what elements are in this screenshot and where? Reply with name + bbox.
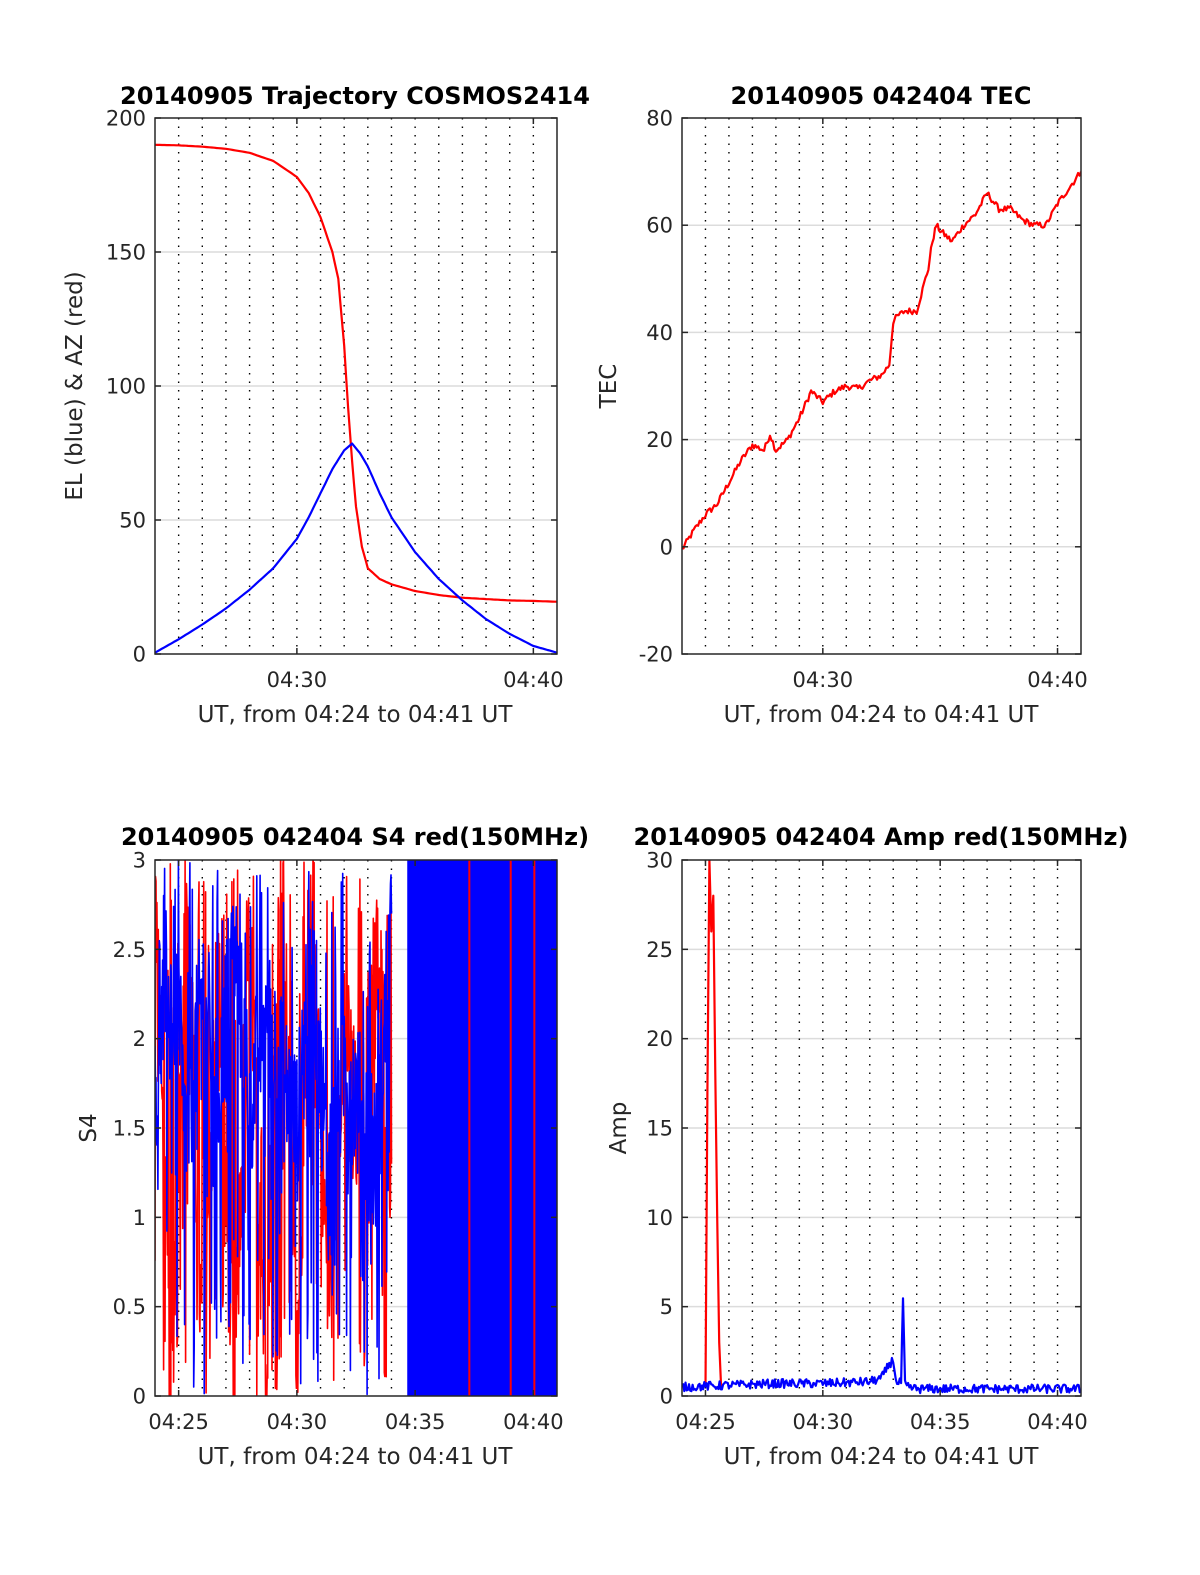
tec-ytick-label-5: 80 bbox=[646, 107, 673, 131]
trajectory-xlabel: UT, from 04:24 to 04:41 UT bbox=[198, 702, 514, 728]
panel-tec: -20 0 20 40 60 80 04:30 04:40 20140905 042404 T… bbox=[596, 82, 1088, 728]
s4-plot-area: 0 0.5 1 1.5 2 2.5 3 04:25 04:30 04:35 04:40 bbox=[113, 849, 564, 1435]
tec-xlabel: UT, from 04:24 to 04:41 UT bbox=[724, 702, 1040, 728]
tec-series-0-line bbox=[682, 171, 1081, 550]
s4-ytick-label-0: 0 bbox=[133, 1385, 146, 1409]
tec-ytick-label-2: 20 bbox=[646, 428, 673, 452]
s4-xtick-label-0: 04:25 bbox=[148, 1410, 209, 1434]
amp-xtick-label-0: 04:25 bbox=[675, 1410, 736, 1434]
s4-dense-band-2 bbox=[509, 860, 512, 1396]
tec-plot-area: -20 0 20 40 60 80 04:30 04:40 bbox=[639, 107, 1088, 693]
tec-ytick-label-4: 60 bbox=[646, 214, 673, 238]
amp-series-group bbox=[682, 860, 1081, 1395]
trajectory-ytick-label-4: 200 bbox=[106, 107, 146, 131]
tec-xtick-label-0: 04:30 bbox=[793, 668, 854, 692]
tec-ytick-label-0: -20 bbox=[639, 643, 673, 667]
trajectory-xtick-label-1: 04:40 bbox=[503, 668, 564, 692]
amp-series-0-line bbox=[704, 860, 723, 1388]
s4-series-1-line bbox=[155, 860, 393, 1396]
amp-ylabel: Amp bbox=[606, 1102, 632, 1155]
s4-ytick-label-6: 3 bbox=[133, 849, 146, 873]
trajectory-title: 20140905 Trajectory COSMOS2414 bbox=[120, 82, 590, 110]
s4-dense-band-1 bbox=[468, 860, 471, 1396]
s4-ytick-label-5: 2.5 bbox=[113, 938, 146, 962]
s4-xtick-label-1: 04:30 bbox=[267, 1410, 328, 1434]
s4-xlabel: UT, from 04:24 to 04:41 UT bbox=[198, 1444, 514, 1470]
amp-ytick-label-3: 15 bbox=[646, 1117, 673, 1141]
s4-ytick-label-4: 2 bbox=[133, 1027, 146, 1051]
trajectory-xtick-label-0: 04:30 bbox=[267, 668, 328, 692]
panel-trajectory: 0 50 100 150 200 04:30 04:40 20140905 Trajecto… bbox=[62, 82, 590, 728]
s4-xtick-label-3: 04:40 bbox=[503, 1410, 564, 1434]
s4-series-group bbox=[155, 860, 557, 1396]
s4-ytick-label-1: 0.5 bbox=[113, 1295, 146, 1319]
amp-xtick-label-3: 04:40 bbox=[1027, 1410, 1088, 1434]
tec-ylabel: TEC bbox=[596, 364, 622, 410]
trajectory-ytick-label-0: 0 bbox=[133, 643, 146, 667]
tec-axes-box bbox=[681, 117, 1082, 655]
s4-xtick-label-2: 04:35 bbox=[385, 1410, 446, 1434]
trajectory-plot-area: 0 50 100 150 200 04:30 04:40 bbox=[106, 107, 564, 693]
s4-dense-band-3 bbox=[533, 860, 536, 1396]
amp-xlabel: UT, from 04:24 to 04:41 UT bbox=[724, 1444, 1040, 1470]
trajectory-ylabel: EL (blue) & AZ (red) bbox=[62, 271, 88, 500]
amp-plot-area: 0 5 10 15 20 25 30 04:25 04:30 04:35 04:40 bbox=[646, 849, 1088, 1435]
panel-s4: 0 0.5 1 1.5 2 2.5 3 04:25 04:30 04:35 04:40 201409… bbox=[76, 823, 589, 1470]
amp-ytick-label-0: 0 bbox=[660, 1385, 673, 1409]
trajectory-ytick-label-1: 50 bbox=[119, 509, 146, 533]
amp-xtick-label-1: 04:30 bbox=[793, 1410, 854, 1434]
amp-xtick-label-2: 04:35 bbox=[910, 1410, 971, 1434]
s4-title: 20140905 042404 S4 red(150MHz) bbox=[121, 823, 589, 851]
tec-ytick-label-3: 40 bbox=[646, 321, 673, 345]
trajectory-ytick-label-3: 150 bbox=[106, 241, 146, 265]
panel-amp: 0 5 10 15 20 25 30 04:25 04:30 04:35 04:40 2014090… bbox=[606, 823, 1128, 1470]
s4-ytick-label-2: 1 bbox=[133, 1206, 146, 1230]
trajectory-series-1-line bbox=[155, 442, 557, 654]
amp-ytick-label-4: 20 bbox=[646, 1027, 673, 1051]
amp-series-1-line bbox=[682, 1297, 1081, 1395]
tec-series-group bbox=[682, 171, 1081, 550]
amp-ytick-label-2: 10 bbox=[646, 1206, 673, 1230]
trajectory-series-group bbox=[155, 143, 557, 654]
amp-ytick-label-1: 5 bbox=[660, 1295, 673, 1319]
amp-title: 20140905 042404 Amp red(150MHz) bbox=[634, 823, 1129, 851]
tec-xtick-label-1: 04:40 bbox=[1027, 668, 1088, 692]
s4-ytick-label-3: 1.5 bbox=[113, 1117, 146, 1141]
s4-dense-band-0 bbox=[407, 860, 557, 1396]
amp-ytick-label-6: 30 bbox=[646, 849, 673, 873]
trajectory-series-0-line bbox=[155, 143, 557, 603]
tec-title: 20140905 042404 TEC bbox=[731, 82, 1032, 110]
tec-ytick-label-1: 0 bbox=[660, 535, 673, 559]
amp-ytick-label-5: 25 bbox=[646, 938, 673, 962]
s4-ylabel: S4 bbox=[76, 1113, 102, 1142]
trajectory-ytick-label-2: 100 bbox=[106, 375, 146, 399]
